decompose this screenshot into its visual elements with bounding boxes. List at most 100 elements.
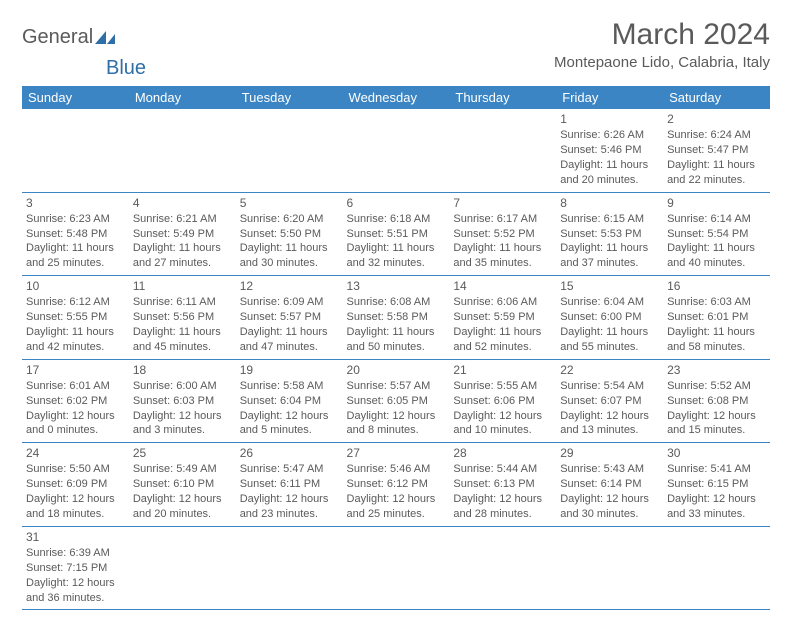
day-cell: 25Sunrise: 5:49 AMSunset: 6:10 PMDayligh…: [129, 443, 236, 527]
sunrise-line: Sunrise: 6:00 AM: [133, 379, 232, 394]
empty-cell: [343, 109, 450, 192]
calendar-row: 17Sunrise: 6:01 AMSunset: 6:02 PMDayligh…: [22, 359, 770, 443]
sunset-line: Sunset: 5:46 PM: [560, 143, 659, 158]
daylight-line-1: Daylight: 11 hours: [26, 325, 125, 340]
day-cell: 23Sunrise: 5:52 AMSunset: 6:08 PMDayligh…: [663, 359, 770, 443]
daylight-line-1: Daylight: 11 hours: [560, 158, 659, 173]
sunset-line: Sunset: 5:48 PM: [26, 227, 125, 242]
day-number: 21: [453, 362, 552, 378]
daylight-line-1: Daylight: 12 hours: [133, 409, 232, 424]
daylight-line-2: and 22 minutes.: [667, 173, 766, 188]
day-number: 10: [26, 278, 125, 294]
sunset-line: Sunset: 6:02 PM: [26, 394, 125, 409]
daylight-line-1: Daylight: 12 hours: [26, 492, 125, 507]
sunrise-line: Sunrise: 5:41 AM: [667, 462, 766, 477]
daylight-line-1: Daylight: 12 hours: [560, 409, 659, 424]
day-number: 29: [560, 445, 659, 461]
daylight-line-1: Daylight: 11 hours: [347, 325, 446, 340]
calendar-row: 3Sunrise: 6:23 AMSunset: 5:48 PMDaylight…: [22, 192, 770, 276]
logo-sail-icon: [95, 31, 117, 45]
sunset-line: Sunset: 5:53 PM: [560, 227, 659, 242]
daylight-line-2: and 10 minutes.: [453, 423, 552, 438]
daylight-line-2: and 30 minutes.: [240, 256, 339, 271]
day-cell: 17Sunrise: 6:01 AMSunset: 6:02 PMDayligh…: [22, 359, 129, 443]
daylight-line-1: Daylight: 12 hours: [667, 409, 766, 424]
day-number: 12: [240, 278, 339, 294]
day-cell: 31Sunrise: 6:39 AMSunset: 7:15 PMDayligh…: [22, 526, 129, 610]
empty-cell: [236, 526, 343, 610]
sunrise-line: Sunrise: 6:18 AM: [347, 212, 446, 227]
day-cell: 20Sunrise: 5:57 AMSunset: 6:05 PMDayligh…: [343, 359, 450, 443]
day-number: 20: [347, 362, 446, 378]
day-number: 3: [26, 195, 125, 211]
day-number: 24: [26, 445, 125, 461]
day-cell: 22Sunrise: 5:54 AMSunset: 6:07 PMDayligh…: [556, 359, 663, 443]
daylight-line-1: Daylight: 11 hours: [667, 158, 766, 173]
day-number: 27: [347, 445, 446, 461]
sunset-line: Sunset: 5:52 PM: [453, 227, 552, 242]
sunset-line: Sunset: 6:01 PM: [667, 310, 766, 325]
day-number: 4: [133, 195, 232, 211]
sunrise-line: Sunrise: 6:11 AM: [133, 295, 232, 310]
sunrise-line: Sunrise: 5:50 AM: [26, 462, 125, 477]
sunset-line: Sunset: 5:57 PM: [240, 310, 339, 325]
sunrise-line: Sunrise: 6:21 AM: [133, 212, 232, 227]
daylight-line-1: Daylight: 12 hours: [560, 492, 659, 507]
empty-cell: [129, 109, 236, 192]
sunrise-line: Sunrise: 5:58 AM: [240, 379, 339, 394]
sunset-line: Sunset: 6:11 PM: [240, 477, 339, 492]
daylight-line-1: Daylight: 11 hours: [667, 241, 766, 256]
daylight-line-1: Daylight: 11 hours: [347, 241, 446, 256]
calendar-body: 1Sunrise: 6:26 AMSunset: 5:46 PMDaylight…: [22, 109, 770, 610]
sunrise-line: Sunrise: 6:17 AM: [453, 212, 552, 227]
day-number: 1: [560, 111, 659, 127]
daylight-line-1: Daylight: 12 hours: [240, 492, 339, 507]
sunset-line: Sunset: 6:00 PM: [560, 310, 659, 325]
sunrise-line: Sunrise: 6:03 AM: [667, 295, 766, 310]
day-header: Saturday: [663, 86, 770, 109]
empty-cell: [663, 526, 770, 610]
calendar-table: SundayMondayTuesdayWednesdayThursdayFrid…: [22, 86, 770, 610]
daylight-line-2: and 18 minutes.: [26, 507, 125, 522]
day-cell: 21Sunrise: 5:55 AMSunset: 6:06 PMDayligh…: [449, 359, 556, 443]
daylight-line-2: and 3 minutes.: [133, 423, 232, 438]
calendar-head: SundayMondayTuesdayWednesdayThursdayFrid…: [22, 86, 770, 109]
daylight-line-1: Daylight: 11 hours: [240, 325, 339, 340]
sunset-line: Sunset: 6:04 PM: [240, 394, 339, 409]
sunrise-line: Sunrise: 6:01 AM: [26, 379, 125, 394]
empty-cell: [129, 526, 236, 610]
daylight-line-2: and 33 minutes.: [667, 507, 766, 522]
day-header: Thursday: [449, 86, 556, 109]
day-cell: 11Sunrise: 6:11 AMSunset: 5:56 PMDayligh…: [129, 276, 236, 360]
location: Montepaone Lido, Calabria, Italy: [554, 54, 770, 71]
day-cell: 16Sunrise: 6:03 AMSunset: 6:01 PMDayligh…: [663, 276, 770, 360]
day-number: 8: [560, 195, 659, 211]
day-cell: 9Sunrise: 6:14 AMSunset: 5:54 PMDaylight…: [663, 192, 770, 276]
daylight-line-1: Daylight: 11 hours: [133, 325, 232, 340]
daylight-line-1: Daylight: 12 hours: [26, 576, 125, 591]
sunset-line: Sunset: 5:47 PM: [667, 143, 766, 158]
sunset-line: Sunset: 6:05 PM: [347, 394, 446, 409]
daylight-line-2: and 23 minutes.: [240, 507, 339, 522]
daylight-line-2: and 13 minutes.: [560, 423, 659, 438]
day-number: 23: [667, 362, 766, 378]
daylight-line-1: Daylight: 11 hours: [560, 241, 659, 256]
day-cell: 10Sunrise: 6:12 AMSunset: 5:55 PMDayligh…: [22, 276, 129, 360]
day-cell: 29Sunrise: 5:43 AMSunset: 6:14 PMDayligh…: [556, 443, 663, 527]
empty-cell: [343, 526, 450, 610]
sunset-line: Sunset: 5:59 PM: [453, 310, 552, 325]
sunrise-line: Sunrise: 6:26 AM: [560, 128, 659, 143]
day-number: 5: [240, 195, 339, 211]
empty-cell: [449, 109, 556, 192]
sunrise-line: Sunrise: 5:43 AM: [560, 462, 659, 477]
sunrise-line: Sunrise: 5:57 AM: [347, 379, 446, 394]
daylight-line-1: Daylight: 11 hours: [240, 241, 339, 256]
sunset-line: Sunset: 6:09 PM: [26, 477, 125, 492]
sunset-line: Sunset: 6:06 PM: [453, 394, 552, 409]
day-header: Sunday: [22, 86, 129, 109]
sunset-line: Sunset: 5:49 PM: [133, 227, 232, 242]
daylight-line-1: Daylight: 11 hours: [133, 241, 232, 256]
daylight-line-1: Daylight: 11 hours: [560, 325, 659, 340]
sunrise-line: Sunrise: 6:39 AM: [26, 546, 125, 561]
day-cell: 24Sunrise: 5:50 AMSunset: 6:09 PMDayligh…: [22, 443, 129, 527]
